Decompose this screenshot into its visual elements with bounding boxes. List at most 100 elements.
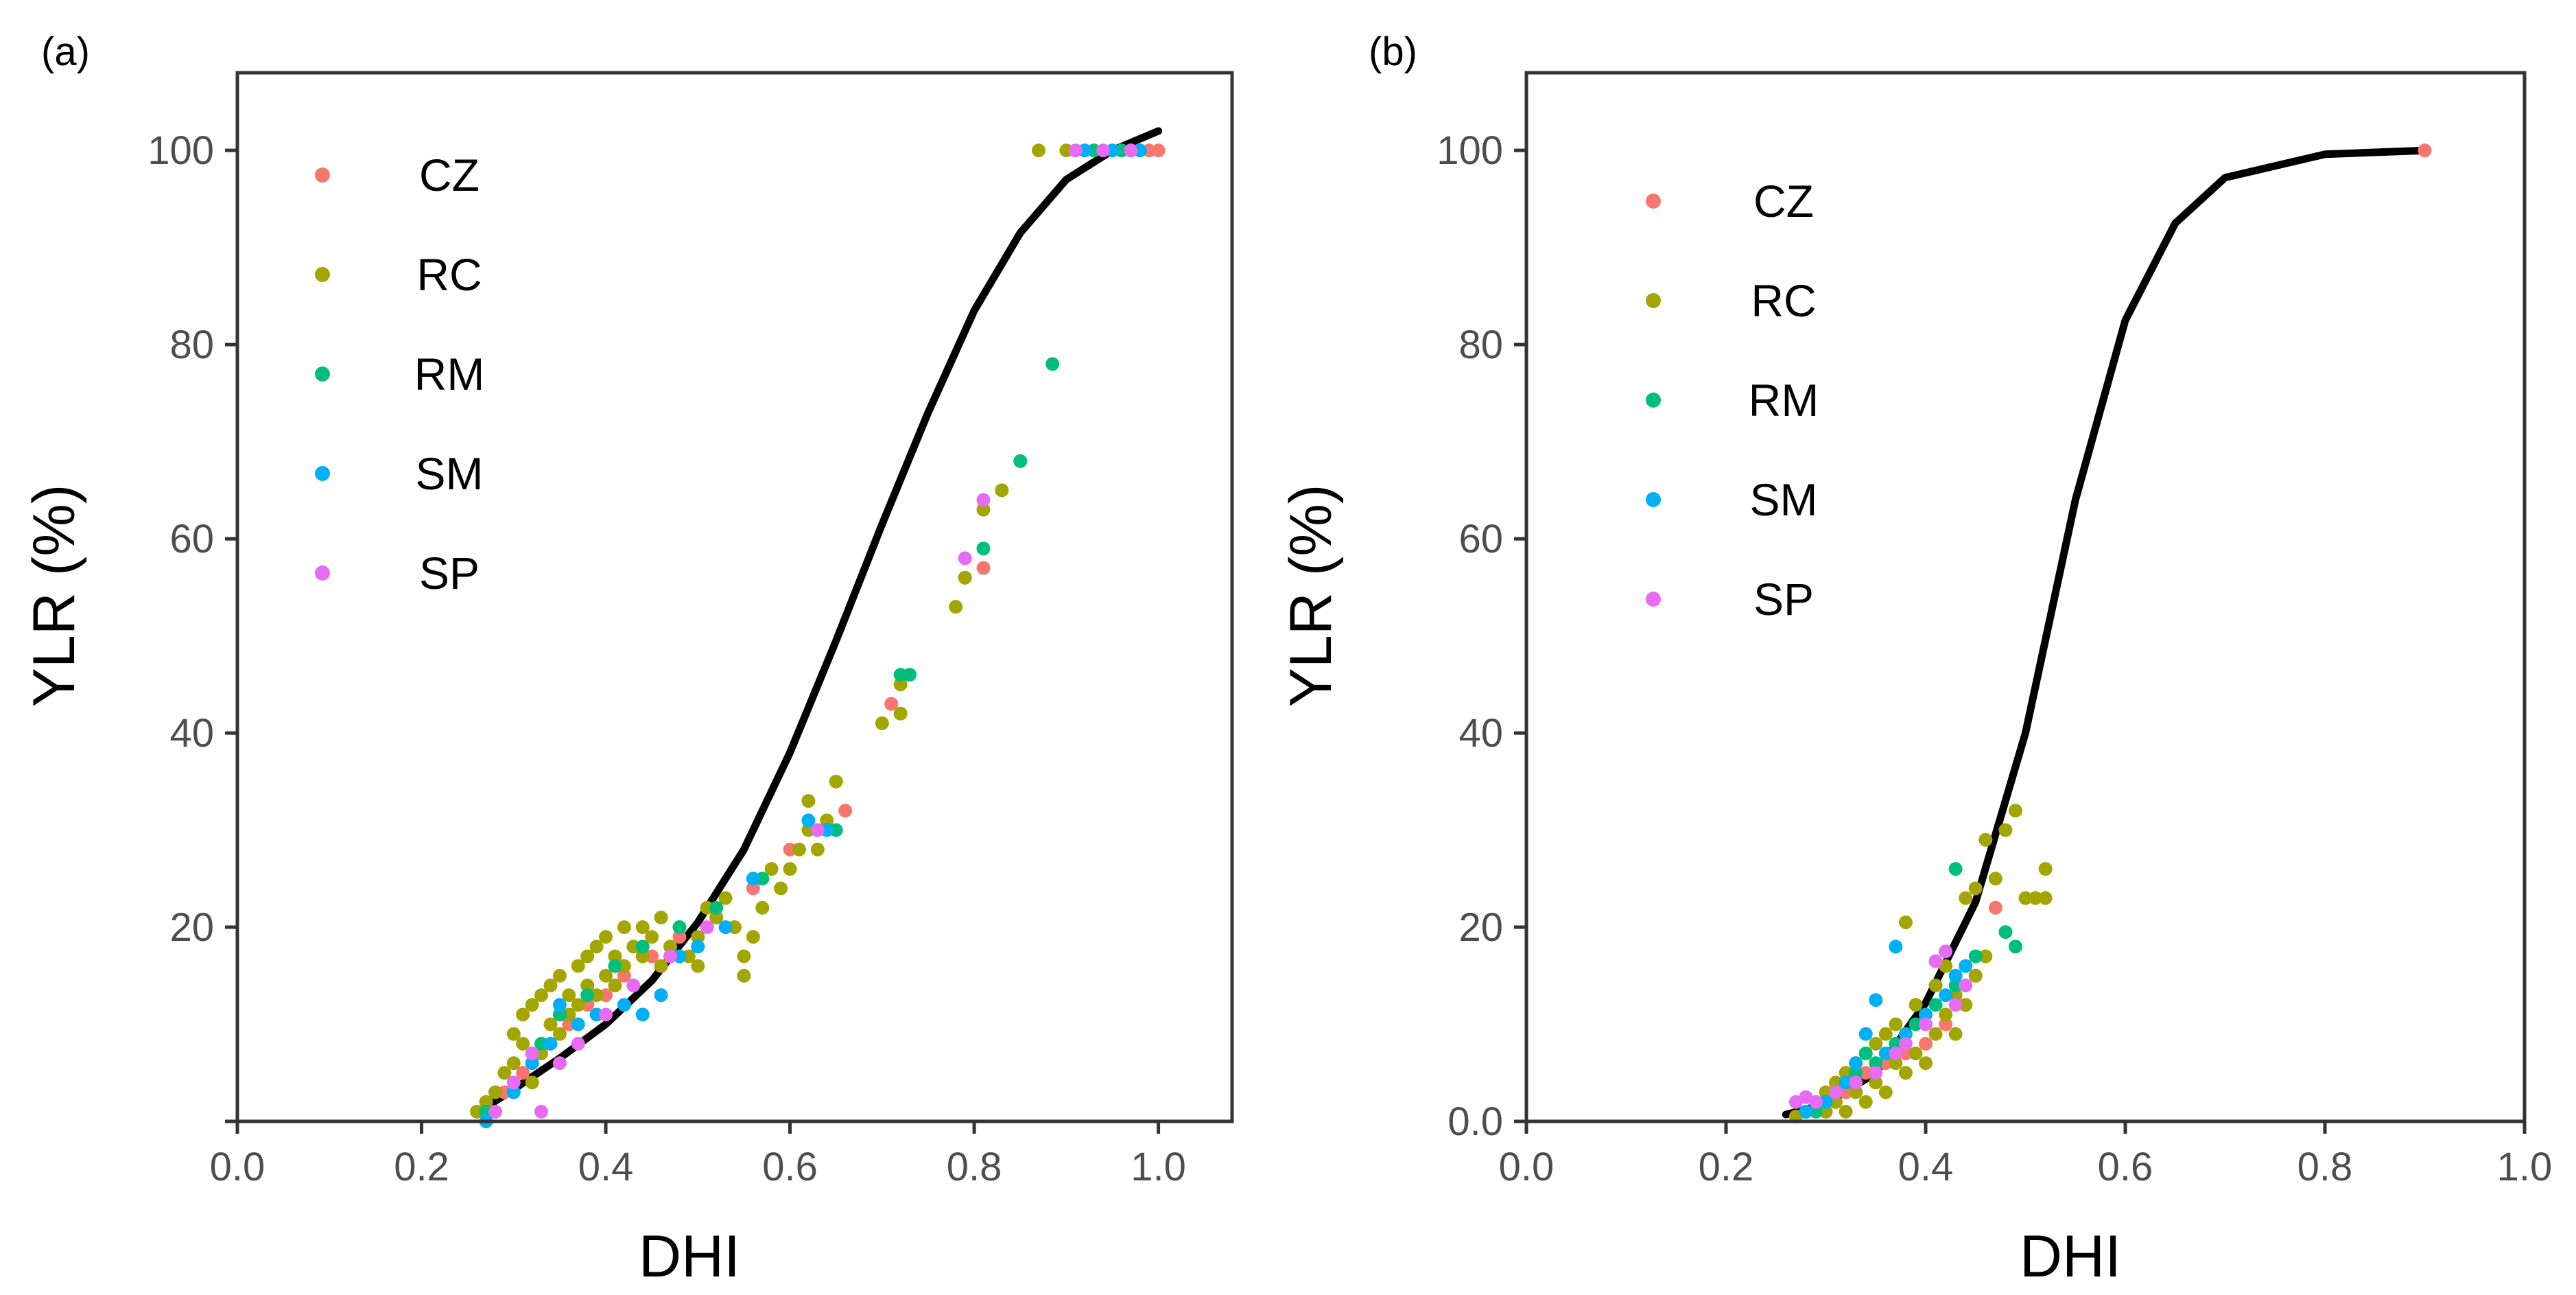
point-sp xyxy=(571,1036,585,1051)
point-cz xyxy=(617,968,631,983)
point-sp xyxy=(1808,1095,1823,1109)
point-rm xyxy=(1013,454,1028,468)
legend-label-cz: CZ xyxy=(1753,176,1814,226)
point-sm xyxy=(1839,1075,1853,1090)
point-rc xyxy=(1909,998,1923,1012)
point-sp xyxy=(1898,1036,1913,1051)
point-rc xyxy=(893,706,908,721)
point-rc xyxy=(893,677,908,692)
point-cz xyxy=(1939,1017,1953,1031)
point-rc xyxy=(792,842,806,856)
point-rc xyxy=(506,1056,521,1071)
point-sp xyxy=(1096,143,1111,158)
point-cz xyxy=(976,561,991,575)
legend-a: CZ RC RM SM SP xyxy=(315,150,484,598)
point-rc xyxy=(1869,1075,1883,1090)
point-sp xyxy=(506,1075,521,1090)
point-rc xyxy=(1839,1104,1853,1119)
point-rc xyxy=(2018,891,2033,905)
point-sp xyxy=(1939,944,1953,959)
point-rc xyxy=(552,1027,567,1041)
point-rc xyxy=(617,920,631,935)
panel-label-b: (b) xyxy=(1369,30,1417,74)
point-cz xyxy=(672,930,687,944)
point-sp xyxy=(1869,1066,1883,1080)
point-rc xyxy=(497,1066,512,1080)
point-sm xyxy=(571,1017,585,1031)
x-axis-title-b: DHI xyxy=(2020,1224,2121,1290)
point-sp xyxy=(1919,1017,1933,1031)
point-sm xyxy=(1849,1056,1863,1071)
point-rc xyxy=(1948,1027,1963,1041)
point-rm xyxy=(1928,998,1943,1012)
point-sp xyxy=(626,978,641,992)
point-sp xyxy=(976,493,991,507)
point-rc xyxy=(635,949,650,964)
legend-label-sp: SP xyxy=(1753,574,1814,625)
point-rm xyxy=(635,940,650,954)
point-rc xyxy=(552,968,567,983)
point-rc xyxy=(755,900,770,915)
point-rm xyxy=(1909,1017,1923,1031)
panel-b: (b) DHI YLR (%) 0.0 0.2 0.4 0.6 0.8 1.0 0.0 20… xyxy=(1278,30,2552,1290)
point-sm xyxy=(1948,968,1963,983)
point-cz xyxy=(2418,143,2432,158)
point-rc xyxy=(1978,949,1993,964)
point-sm xyxy=(506,1085,521,1099)
legend-key-sm xyxy=(1646,492,1661,507)
point-cz xyxy=(1151,143,1166,158)
point-rc xyxy=(995,483,1009,498)
point-rm xyxy=(709,900,724,915)
point-sp xyxy=(552,1056,567,1071)
point-rc xyxy=(525,998,539,1012)
point-sp xyxy=(525,1046,539,1060)
point-sm xyxy=(617,998,631,1012)
y-tick-label-b: 0.0 xyxy=(1447,1099,1503,1144)
scatter-points-a xyxy=(470,143,1166,1128)
x-tick-label-a: 0.6 xyxy=(762,1145,818,1189)
point-rc xyxy=(608,949,622,964)
point-rc xyxy=(1819,1085,1833,1099)
point-cz xyxy=(516,1066,530,1080)
point-rc xyxy=(543,978,558,992)
x-tick-label-b: 0.2 xyxy=(1699,1145,1754,1189)
point-cz xyxy=(1919,1036,1933,1051)
point-rc xyxy=(875,716,889,730)
point-rc xyxy=(810,842,825,856)
legend-b: CZ RC RM SM SP xyxy=(1646,176,1819,625)
y-axis-title-b: YLR (%) xyxy=(1278,485,1344,708)
point-rc xyxy=(635,920,650,935)
point-rc xyxy=(2008,804,2022,818)
point-rm xyxy=(1858,1046,1873,1060)
point-rc xyxy=(599,968,613,983)
point-rc xyxy=(608,978,622,992)
point-rc xyxy=(580,978,595,992)
point-rc xyxy=(1849,1085,1863,1099)
point-rm xyxy=(903,668,917,682)
point-rc xyxy=(1978,832,1993,847)
point-sp xyxy=(534,1104,549,1119)
x-tick-label-a: 0.8 xyxy=(947,1145,1002,1189)
legend-label-cz: CZ xyxy=(419,150,480,200)
panel-a: (a) DHI YLR (%) 0.0 0.2 0.4 0.6 0.8 1.0 20 40 6… xyxy=(21,30,1234,1290)
legend-key-rm xyxy=(1646,393,1661,408)
x-axis-title-a: DHI xyxy=(639,1224,740,1290)
point-rc xyxy=(1968,881,1983,896)
point-sm xyxy=(1889,940,1903,954)
point-rc xyxy=(691,930,705,944)
point-rc xyxy=(479,1095,493,1109)
legend-label-rc: RC xyxy=(416,249,482,300)
legend-key-rc xyxy=(1646,293,1661,308)
point-cz xyxy=(1898,1046,1913,1060)
point-sm xyxy=(525,1056,539,1071)
point-rm xyxy=(1849,1066,1863,1080)
legend-label-rm: RM xyxy=(414,349,485,399)
point-rc xyxy=(571,959,585,973)
point-rm xyxy=(1869,1056,1883,1071)
x-tick-label-b: 0.8 xyxy=(2297,1145,2353,1189)
point-sm xyxy=(1898,1027,1913,1041)
y-tick-label-a: 20 xyxy=(169,905,214,950)
point-sm xyxy=(1799,1104,1813,1119)
point-cz xyxy=(838,804,853,818)
